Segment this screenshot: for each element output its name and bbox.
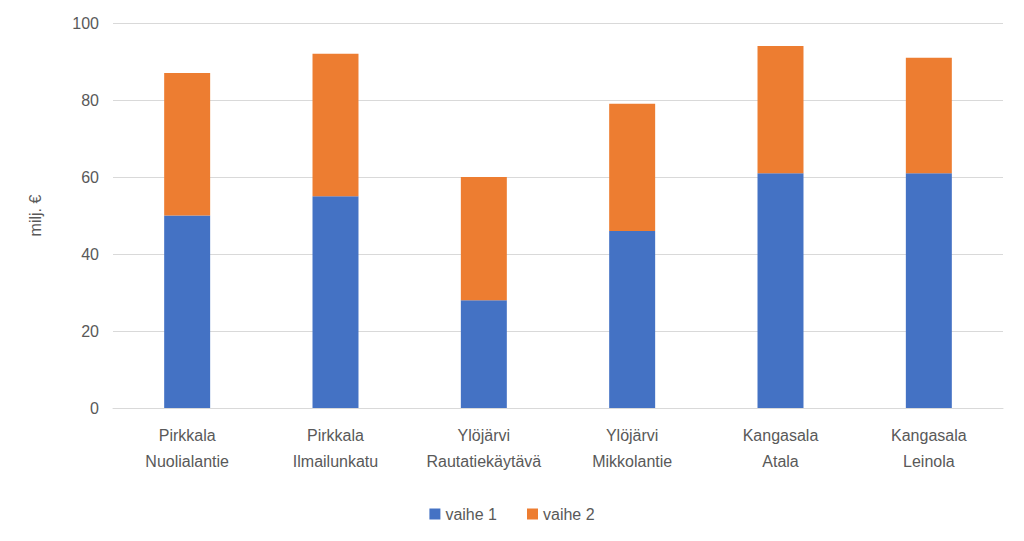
svg-text:Ylöjärvi: Ylöjärvi	[458, 427, 510, 444]
svg-text:0: 0	[90, 400, 99, 417]
svg-text:vaihe 1: vaihe 1	[445, 506, 497, 523]
svg-text:100: 100	[72, 15, 99, 32]
svg-text:Rautatiekäytävä: Rautatiekäytävä	[426, 453, 541, 470]
svg-text:Atala: Atala	[762, 453, 799, 470]
svg-text:vaihe 2: vaihe 2	[543, 506, 595, 523]
svg-text:60: 60	[81, 169, 99, 186]
svg-text:Kangasala: Kangasala	[743, 427, 819, 444]
svg-text:Ylöjärvi: Ylöjärvi	[606, 427, 658, 444]
svg-text:Ilmailunkatu: Ilmailunkatu	[293, 453, 378, 470]
svg-text:80: 80	[81, 92, 99, 109]
svg-text:Leinola: Leinola	[903, 453, 955, 470]
svg-text:20: 20	[81, 323, 99, 340]
svg-text:Nuolialantie: Nuolialantie	[145, 453, 229, 470]
svg-text:Pirkkala: Pirkkala	[159, 427, 216, 444]
svg-text:Mikkolantie: Mikkolantie	[592, 453, 672, 470]
svg-text:Pirkkala: Pirkkala	[307, 427, 364, 444]
svg-text:milj. €: milj. €	[27, 195, 44, 237]
svg-text:40: 40	[81, 246, 99, 263]
svg-text:Kangasala: Kangasala	[891, 427, 967, 444]
